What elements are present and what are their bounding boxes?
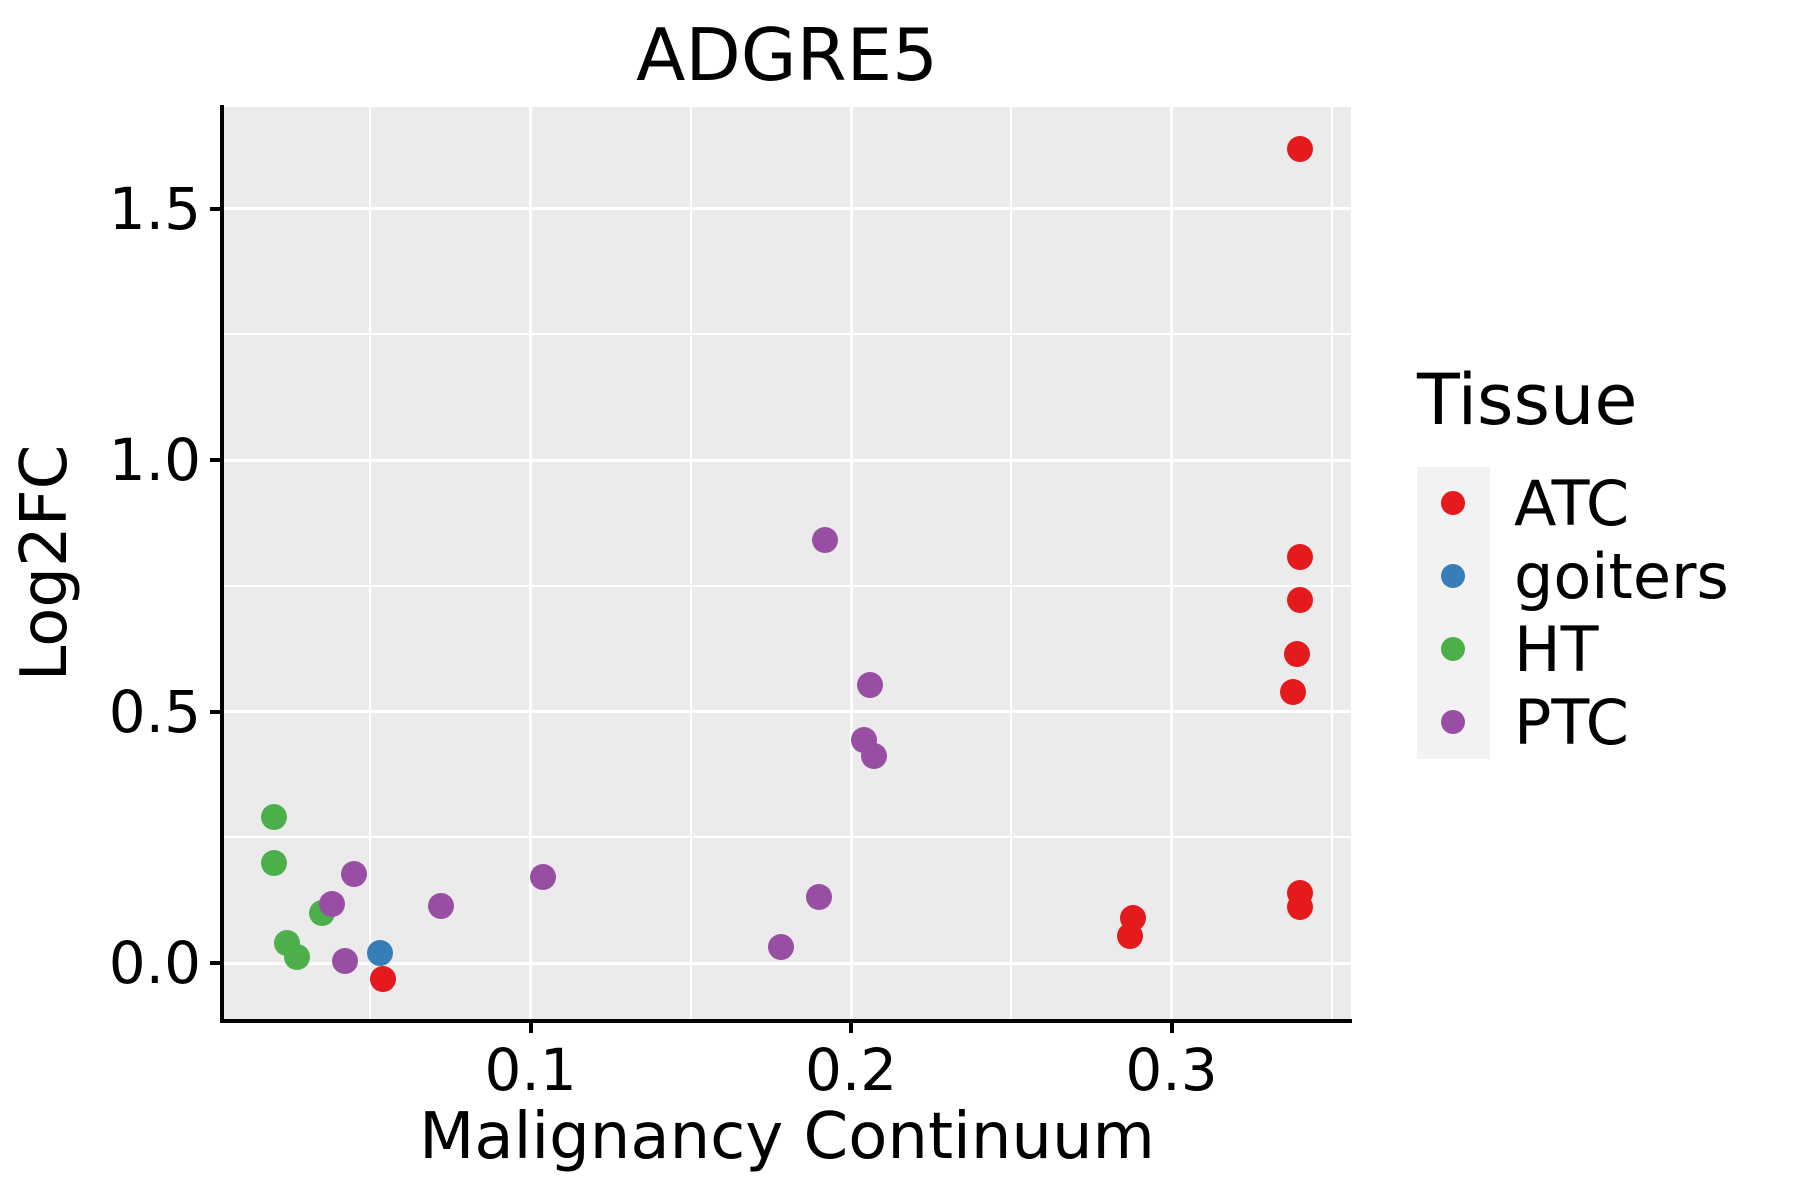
legend-item-goiters: goiters <box>1417 540 1787 613</box>
data-point-PTC <box>806 884 833 911</box>
data-point-goiters <box>367 940 394 967</box>
x-tick-mark <box>849 1020 854 1033</box>
y-major-gridline <box>223 710 1351 714</box>
x-minor-gridline <box>1330 107 1333 1020</box>
data-point-PTC <box>530 864 557 891</box>
x-major-gridline <box>1170 107 1174 1020</box>
ptc-legend-dot-icon <box>1441 710 1465 734</box>
legend-label: PTC <box>1514 685 1629 759</box>
x-axis-title: Malignancy Continuum <box>419 1100 1155 1174</box>
x-minor-gridline <box>1010 107 1013 1020</box>
y-tick-mark <box>210 206 223 211</box>
y-major-gridline <box>223 961 1351 965</box>
data-point-ATC <box>1280 679 1307 706</box>
x-tick-mark <box>528 1020 533 1033</box>
data-point-ATC <box>1286 136 1313 163</box>
y-tick-mark <box>210 961 223 966</box>
x-major-gridline <box>849 107 853 1020</box>
data-point-ATC <box>1286 544 1313 571</box>
legend-key-box <box>1417 540 1490 613</box>
y-minor-gridline <box>223 584 1351 587</box>
x-minor-gridline <box>369 107 372 1020</box>
x-major-gridline <box>529 107 533 1020</box>
x-tick-label: 0.1 <box>484 1036 577 1104</box>
legend-label: HT <box>1514 612 1599 686</box>
y-tick-mark <box>210 458 223 463</box>
y-tick-label: 1.5 <box>108 174 201 243</box>
x-tick-mark <box>1169 1020 1174 1033</box>
legend-item-PTC: PTC <box>1417 686 1787 759</box>
y-minor-gridline <box>223 836 1351 839</box>
legend-label: ATC <box>1514 466 1630 540</box>
legend-key-box <box>1417 613 1490 686</box>
plot-panel <box>223 107 1351 1020</box>
x-tick-label: 0.2 <box>804 1036 898 1104</box>
y-axis-line <box>220 105 224 1022</box>
data-point-HT <box>283 944 310 971</box>
chart-title: ADGRE5 <box>636 13 938 97</box>
x-axis-line <box>220 1019 1352 1023</box>
y-tick-label: 0.0 <box>108 929 201 998</box>
y-minor-gridline <box>223 333 1351 336</box>
y-axis-title: Log2FC <box>7 444 82 682</box>
data-point-ATC <box>1286 586 1313 613</box>
data-point-PTC <box>767 934 794 961</box>
legend-item-HT: HT <box>1417 613 1787 686</box>
x-tick-label: 0.3 <box>1125 1036 1218 1104</box>
data-point-HT <box>261 804 288 831</box>
data-point-HT <box>261 850 288 877</box>
x-minor-gridline <box>689 107 692 1020</box>
data-point-PTC <box>318 891 345 918</box>
y-major-gridline <box>223 207 1351 211</box>
data-point-ATC <box>1286 880 1313 907</box>
data-point-PTC <box>341 861 368 888</box>
data-point-PTC <box>812 527 839 554</box>
y-tick-label: 0.5 <box>108 677 201 746</box>
y-tick-mark <box>210 709 223 714</box>
legend-label: goiters <box>1514 539 1729 613</box>
legend-key-box <box>1417 467 1490 540</box>
legend-title: Tissue <box>1417 359 1638 441</box>
goiters-legend-dot-icon <box>1441 564 1465 588</box>
legend: Tissue ATC goiters HT PTC <box>1417 359 1787 759</box>
y-major-gridline <box>223 458 1351 462</box>
data-point-ATC <box>1120 905 1147 932</box>
data-point-PTC <box>860 742 887 769</box>
data-point-PTC <box>427 893 454 920</box>
y-tick-label: 1.0 <box>108 426 201 495</box>
legend-item-ATC: ATC <box>1417 467 1787 540</box>
atc-legend-dot-icon <box>1441 491 1465 515</box>
data-point-PTC <box>857 671 884 698</box>
legend-key-box <box>1417 686 1490 759</box>
data-point-ATC <box>1283 641 1310 668</box>
data-point-ATC <box>370 966 397 993</box>
data-point-PTC <box>331 948 358 975</box>
ht-legend-dot-icon <box>1441 637 1465 661</box>
